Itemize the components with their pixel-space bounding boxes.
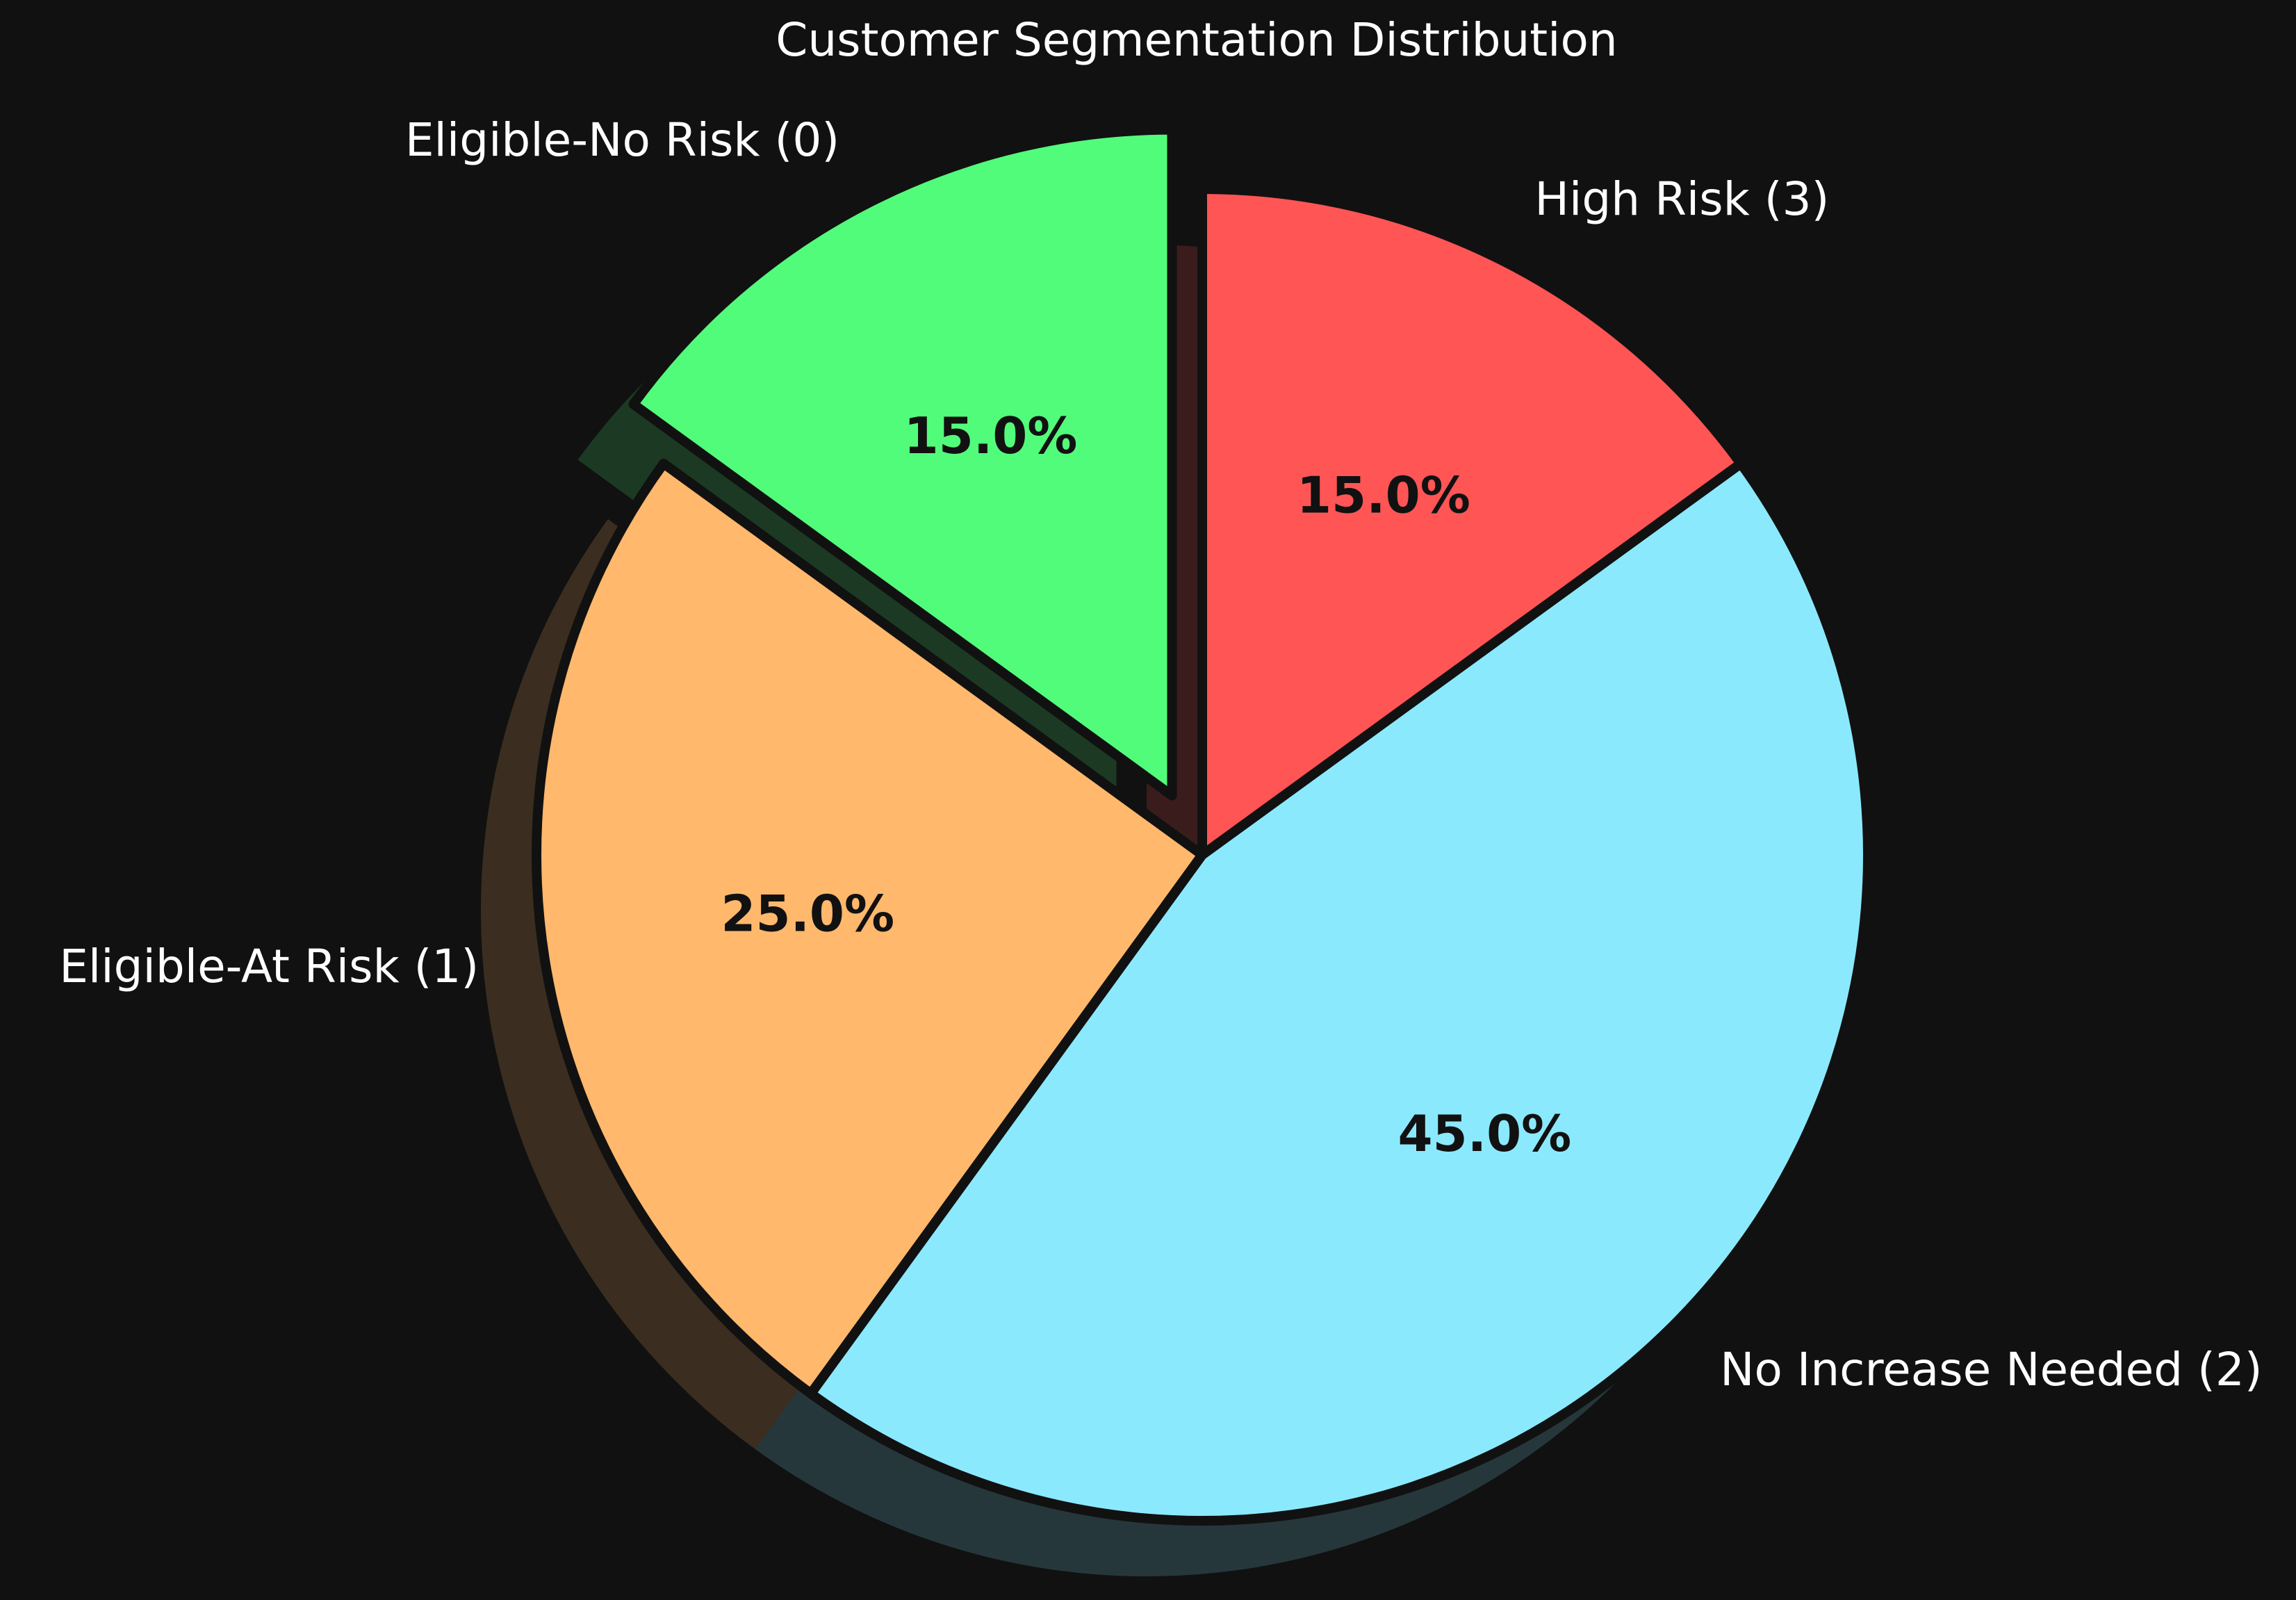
slice-label-high-risk-3: High Risk (3): [1534, 172, 1829, 226]
percent-label-no-increase-needed-2: 45.0%: [1398, 1104, 1572, 1163]
slice-labels: Eligible-No Risk (0) Eligible-At Risk (1)…: [59, 113, 2262, 1396]
percent-label-eligible-no-risk-0: 15.0%: [904, 407, 1078, 465]
percent-labels: 15.0% 25.0% 45.0% 15.0%: [721, 407, 1571, 1163]
percent-label-high-risk-3: 15.0%: [1297, 466, 1470, 524]
chart-title: Customer Segmentation Distribution: [776, 13, 1617, 67]
slice-label-no-increase-needed-2: No Increase Needed (2): [1720, 1343, 2262, 1396]
slice-high-risk-3: [1197, 184, 1746, 860]
slice-no-increase-needed-2: [805, 458, 1873, 1526]
slices: [532, 124, 1873, 1526]
slice-label-eligible-no-risk-0: Eligible-No Risk (0): [405, 113, 839, 167]
percent-label-eligible-at-risk-1: 25.0%: [721, 884, 894, 942]
slice-label-eligible-at-risk-1: Eligible-At Risk (1): [59, 940, 479, 993]
slice-eligible-no-risk-0: [628, 124, 1177, 801]
slice-eligible-at-risk-1: [532, 458, 1207, 1399]
